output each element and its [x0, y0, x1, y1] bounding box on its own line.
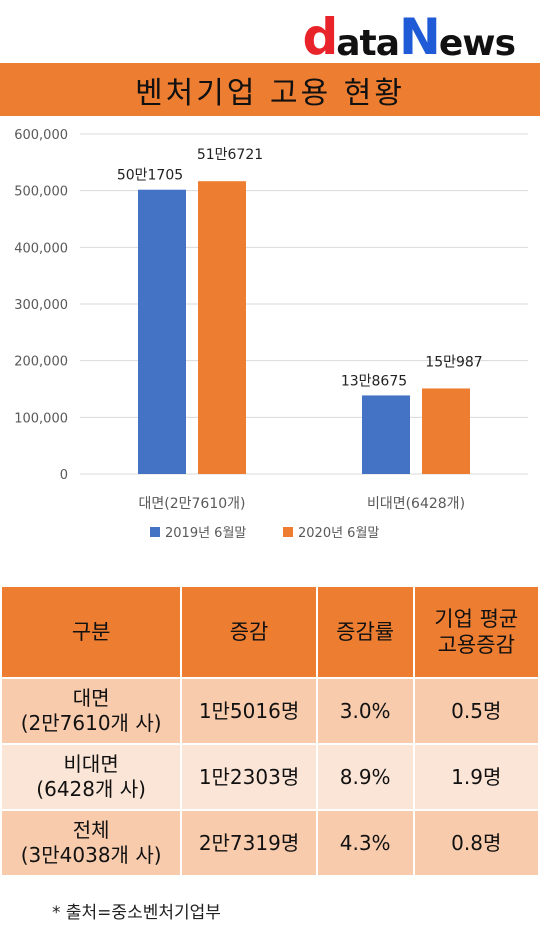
- data-label: 51만6721: [197, 147, 263, 163]
- table-row: 비대면 (6428개 사) 1만2303명 8.9% 1.9명: [0, 743, 541, 811]
- source-note: * 출처=중소벤처기업부: [52, 903, 221, 923]
- data-label: 50만1705: [117, 168, 183, 184]
- table-row: 전체 (3만4038개 사) 2만7319명 4.3% 0.8명: [0, 809, 541, 877]
- page-title: 벤처기업 고용 현황: [135, 75, 405, 111]
- cell-change-rate: 3.0%: [315, 677, 415, 745]
- cell-change-rate: 8.9%: [315, 743, 415, 811]
- bar: [362, 395, 410, 474]
- y-tick-label: 300,000: [14, 298, 68, 313]
- y-tick-label: 400,000: [14, 241, 68, 256]
- cell-change-rate: 4.3%: [315, 809, 415, 877]
- data-label: 15만987: [425, 354, 482, 370]
- datanews-logo: d ata N ews: [302, 8, 516, 66]
- cell-change: 2만7319명: [180, 809, 318, 877]
- x-category-label: 비대면(6428개): [367, 496, 465, 512]
- legend-entry: 2020년 6월말: [298, 526, 379, 541]
- cell-category: 비대면 (6428개 사): [0, 743, 183, 811]
- cell-category: 대면 (2만7610개 사): [0, 677, 183, 745]
- legend-swatch: [283, 527, 293, 537]
- bar-chart: 0 100,000 200,000 300,000 400,000 500,000 600,…: [0, 116, 540, 576]
- header-change: 증감: [180, 585, 318, 679]
- x-category-label: 대면(2만7610개): [139, 496, 246, 512]
- logo-letter-d: d: [302, 8, 338, 66]
- header-avg-change: 기업 평균 고용증감: [412, 585, 541, 679]
- cell-avg-change: 0.5명: [412, 677, 541, 745]
- y-tick-label: 0: [60, 468, 68, 483]
- bar: [198, 181, 246, 474]
- cell-category: 전체 (3만4038개 사): [0, 809, 183, 877]
- header-change-rate: 증감률: [315, 585, 415, 679]
- table-row: 대면 (2만7610개 사) 1만5016명 3.0% 0.5명: [0, 677, 541, 745]
- bar-chart-svg: 0 100,000 200,000 300,000 400,000 500,000 600,…: [14, 128, 528, 541]
- header-category: 구분: [0, 585, 183, 679]
- y-tick-label: 100,000: [14, 411, 68, 426]
- cell-avg-change: 1.9명: [412, 743, 541, 811]
- data-label: 13만8675: [341, 373, 407, 389]
- legend-entry: 2019년 6월말: [165, 526, 246, 541]
- employment-table: 구분 증감 증감률 기업 평균 고용증감 대면 (2만7610개 사) 1만5016…: [0, 585, 541, 877]
- y-tick-label: 200,000: [14, 355, 68, 370]
- cell-avg-change: 0.8명: [412, 809, 541, 877]
- logo-letter-n: N: [399, 8, 441, 66]
- legend-swatch: [150, 527, 160, 537]
- y-tick-label: 600,000: [14, 128, 68, 143]
- table-header-row: 구분 증감 증감률 기업 평균 고용증감: [0, 585, 541, 679]
- y-tick-label: 500,000: [14, 185, 68, 200]
- cell-change: 1만2303명: [180, 743, 318, 811]
- bar: [422, 388, 470, 474]
- logo-text-ews: ews: [438, 23, 516, 64]
- bar: [138, 189, 186, 474]
- logo-text-ata: ata: [336, 23, 400, 64]
- cell-change: 1만5016명: [180, 677, 318, 745]
- title-banner: 벤처기업 고용 현황: [0, 63, 540, 116]
